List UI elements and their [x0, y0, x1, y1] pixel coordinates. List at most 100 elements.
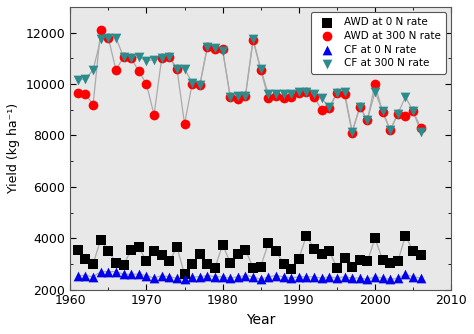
CF at 300 N rate — [204, 44, 211, 49]
AWD at 0 N rate — [219, 242, 227, 247]
AWD at 300 N rate — [272, 93, 280, 98]
CF at 0 N rate — [204, 273, 211, 278]
AWD at 300 N rate — [341, 92, 348, 97]
CF at 0 N rate — [150, 276, 158, 281]
CF at 300 N rate — [295, 89, 302, 95]
AWD at 0 N rate — [204, 261, 211, 267]
CF at 300 N rate — [409, 108, 417, 114]
CF at 300 N rate — [356, 105, 364, 110]
CF at 300 N rate — [401, 94, 409, 100]
AWD at 0 N rate — [165, 259, 173, 264]
CF at 0 N rate — [341, 274, 348, 280]
CF at 0 N rate — [417, 276, 425, 281]
CF at 300 N rate — [394, 111, 401, 116]
CF at 0 N rate — [295, 274, 302, 280]
AWD at 300 N rate — [105, 35, 112, 40]
CF at 0 N rate — [249, 274, 257, 280]
CF at 0 N rate — [326, 274, 333, 280]
CF at 300 N rate — [219, 48, 227, 53]
CF at 300 N rate — [257, 66, 264, 71]
AWD at 300 N rate — [280, 96, 287, 101]
AWD at 0 N rate — [333, 265, 341, 271]
X-axis label: Year: Year — [246, 313, 275, 327]
CF at 0 N rate — [219, 274, 227, 280]
CF at 300 N rate — [150, 57, 158, 62]
CF at 0 N rate — [89, 274, 97, 280]
AWD at 0 N rate — [150, 248, 158, 254]
AWD at 300 N rate — [318, 107, 326, 113]
AWD at 300 N rate — [227, 94, 234, 100]
CF at 0 N rate — [158, 273, 165, 278]
CF at 0 N rate — [112, 269, 120, 274]
AWD at 300 N rate — [82, 92, 89, 97]
AWD at 0 N rate — [135, 244, 143, 250]
AWD at 0 N rate — [249, 265, 257, 271]
AWD at 300 N rate — [196, 82, 203, 88]
CF at 0 N rate — [128, 272, 135, 277]
AWD at 0 N rate — [341, 255, 348, 260]
CF at 300 N rate — [272, 92, 280, 97]
AWD at 300 N rate — [158, 56, 165, 61]
AWD at 300 N rate — [379, 110, 386, 115]
AWD at 0 N rate — [386, 260, 394, 265]
AWD at 0 N rate — [105, 248, 112, 254]
AWD at 0 N rate — [364, 259, 371, 264]
AWD at 300 N rate — [219, 47, 227, 52]
CF at 300 N rate — [310, 92, 318, 97]
AWD at 0 N rate — [211, 265, 219, 271]
AWD at 0 N rate — [158, 252, 165, 258]
CF at 300 N rate — [158, 56, 165, 61]
AWD at 0 N rate — [417, 252, 425, 258]
CF at 0 N rate — [105, 269, 112, 274]
CF at 0 N rate — [227, 276, 234, 281]
CF at 0 N rate — [120, 272, 128, 277]
CF at 0 N rate — [181, 277, 188, 282]
AWD at 0 N rate — [82, 256, 89, 262]
CF at 300 N rate — [341, 89, 348, 95]
CF at 0 N rate — [318, 276, 326, 281]
AWD at 300 N rate — [409, 108, 417, 114]
AWD at 300 N rate — [120, 54, 128, 60]
CF at 300 N rate — [89, 67, 97, 72]
AWD at 300 N rate — [188, 81, 196, 87]
CF at 300 N rate — [97, 36, 104, 42]
AWD at 0 N rate — [74, 247, 82, 253]
AWD at 0 N rate — [272, 248, 280, 254]
CF at 300 N rate — [302, 89, 310, 95]
CF at 0 N rate — [264, 274, 272, 280]
CF at 0 N rate — [97, 269, 104, 274]
AWD at 300 N rate — [302, 89, 310, 95]
CF at 300 N rate — [280, 92, 287, 97]
AWD at 300 N rate — [364, 117, 371, 123]
AWD at 300 N rate — [257, 67, 264, 72]
CF at 300 N rate — [74, 77, 82, 83]
CF at 0 N rate — [211, 274, 219, 280]
AWD at 300 N rate — [89, 102, 97, 107]
AWD at 0 N rate — [112, 260, 120, 265]
CF at 0 N rate — [173, 276, 181, 281]
CF at 0 N rate — [188, 274, 196, 280]
CF at 300 N rate — [196, 82, 203, 88]
CF at 0 N rate — [364, 277, 371, 282]
AWD at 300 N rate — [394, 111, 401, 116]
Y-axis label: Yield (kg ha⁻¹): Yield (kg ha⁻¹) — [7, 103, 20, 193]
AWD at 0 N rate — [379, 258, 386, 263]
AWD at 0 N rate — [257, 264, 264, 269]
AWD at 300 N rate — [417, 125, 425, 130]
CF at 300 N rate — [379, 108, 386, 114]
CF at 0 N rate — [302, 274, 310, 280]
CF at 0 N rate — [242, 273, 249, 278]
CF at 300 N rate — [227, 94, 234, 100]
CF at 300 N rate — [165, 54, 173, 60]
CF at 300 N rate — [112, 35, 120, 40]
CF at 300 N rate — [318, 96, 326, 101]
AWD at 0 N rate — [371, 235, 379, 241]
AWD at 300 N rate — [128, 56, 135, 61]
CF at 0 N rate — [348, 276, 356, 281]
CF at 0 N rate — [82, 273, 89, 278]
AWD at 300 N rate — [181, 121, 188, 127]
AWD at 300 N rate — [333, 91, 341, 96]
CF at 300 N rate — [417, 129, 425, 134]
CF at 300 N rate — [364, 117, 371, 123]
CF at 300 N rate — [173, 66, 181, 71]
